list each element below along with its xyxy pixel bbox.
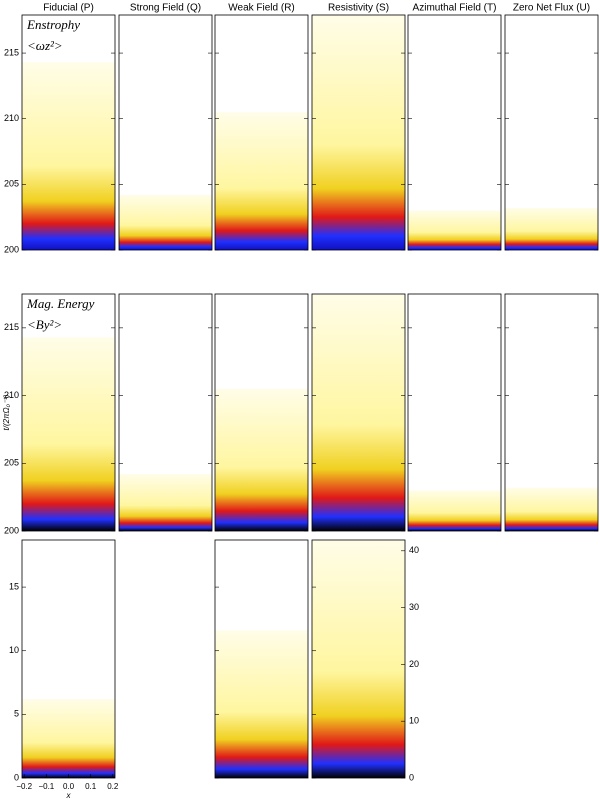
panel-frame bbox=[214, 14, 309, 251]
panel-frame bbox=[407, 293, 502, 532]
heatmap bbox=[408, 490, 501, 531]
column-title: Azimuthal Field (T) bbox=[413, 3, 497, 14]
panel-frame bbox=[214, 539, 309, 779]
heatmap bbox=[505, 207, 598, 250]
column-title: Fiducial (P) bbox=[43, 3, 94, 14]
y-tick-label: 5 bbox=[14, 709, 19, 719]
heatmap bbox=[119, 474, 212, 531]
y-axis-label: t/(2πΩ₀⁻¹) bbox=[2, 394, 11, 430]
heatmap bbox=[22, 62, 115, 250]
column-title: Zero Net Flux (U) bbox=[513, 3, 590, 14]
y-tick-label: 210 bbox=[4, 113, 19, 123]
y2-tick-label: 40 bbox=[409, 545, 419, 555]
panel-frame bbox=[21, 293, 116, 532]
heatmap bbox=[312, 540, 405, 778]
y2-tick-label: 30 bbox=[409, 602, 419, 612]
x-tick-label: −0.2 bbox=[16, 782, 32, 791]
panel-annotation: <By²> bbox=[27, 317, 62, 332]
x-tick-label: 0.1 bbox=[85, 782, 97, 791]
panel-frame bbox=[504, 14, 599, 251]
column-title: Strong Field (Q) bbox=[130, 3, 201, 14]
y2-tick-label: 20 bbox=[409, 659, 419, 669]
y-tick-label: 200 bbox=[4, 525, 19, 535]
heatmap bbox=[505, 487, 598, 531]
panel-frame bbox=[504, 293, 599, 532]
panel-frame bbox=[407, 14, 502, 251]
panel-frame bbox=[21, 14, 116, 251]
panel-annotation: Mag. Energy bbox=[26, 296, 95, 311]
heatmap bbox=[22, 337, 115, 531]
heatmap bbox=[312, 294, 405, 531]
column-title: Weak Field (R) bbox=[228, 3, 295, 14]
y-tick-label: 215 bbox=[4, 47, 19, 57]
panel-annotation: Enstrophy bbox=[26, 17, 80, 32]
column-title: Resistivity (S) bbox=[328, 3, 389, 14]
y-tick-label: 10 bbox=[9, 645, 19, 655]
heatmap bbox=[215, 388, 308, 531]
x-tick-label: 0.2 bbox=[107, 782, 119, 791]
heatmap bbox=[22, 699, 115, 778]
panel-frame bbox=[214, 293, 309, 532]
y-tick-label: 200 bbox=[4, 244, 19, 254]
panel-frame bbox=[311, 14, 406, 251]
panel-frame bbox=[118, 14, 213, 251]
panel-annotation: <ωz²> bbox=[27, 38, 63, 53]
y-tick-label: 210 bbox=[4, 390, 19, 400]
panel-frame bbox=[118, 293, 213, 532]
x-axis-label: x bbox=[66, 791, 72, 798]
y-tick-label: 0 bbox=[14, 772, 19, 782]
x-tick-label: −0.1 bbox=[38, 782, 54, 791]
y2-tick-label: 0 bbox=[409, 772, 414, 782]
heatmap bbox=[312, 15, 405, 250]
y-tick-label: 205 bbox=[4, 458, 19, 468]
y-tick-label: 205 bbox=[4, 179, 19, 189]
heatmap bbox=[215, 112, 308, 250]
panel-frame bbox=[311, 293, 406, 532]
heatmap bbox=[215, 630, 308, 778]
y2-tick-label: 10 bbox=[409, 716, 419, 726]
heatmap bbox=[408, 210, 501, 250]
heatmap bbox=[119, 194, 212, 250]
panel-frame bbox=[311, 539, 406, 779]
x-tick-label: 0.0 bbox=[63, 782, 75, 791]
y-tick-label: 15 bbox=[9, 581, 19, 591]
y-tick-label: 215 bbox=[4, 322, 19, 332]
